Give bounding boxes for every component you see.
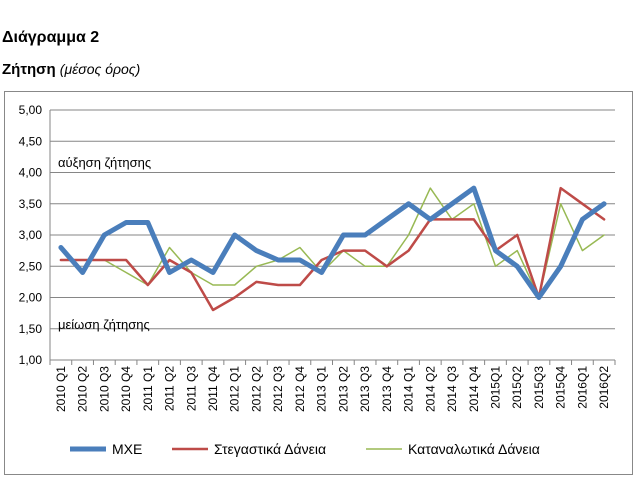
x-tick-label: 2011 Q2 (163, 366, 177, 411)
x-tick-label: 2014 Q1 (402, 366, 416, 412)
y-tick-label: 3,00 (19, 228, 43, 242)
y-tick-label: 1,50 (19, 322, 43, 336)
legend-label: ΜΧΕ (112, 441, 142, 457)
chart-heading: Διάγραμμα 2 (2, 29, 100, 46)
x-tick-label: 2012 Q3 (271, 366, 285, 412)
x-tick-label: 2013 Q1 (315, 366, 329, 412)
x-tick-label: 2011 Q4 (206, 366, 220, 411)
x-tick-label: 2012 Q4 (293, 366, 307, 412)
legend-label: Στεγαστικά Δάνεια (214, 441, 326, 457)
x-tick-label: 2013 Q4 (380, 366, 394, 412)
x-tick-label: 2015Q4 (554, 366, 568, 409)
x-tick-label: 2016Q2 (597, 366, 611, 409)
x-tick-label: 2011 Q3 (184, 366, 198, 411)
x-tick-label: 2010 Q4 (119, 366, 133, 412)
x-tick-label: 2015Q3 (532, 366, 546, 409)
legend-label: Καταναλωτικά Δάνεια (408, 441, 540, 457)
series-line (60, 187, 605, 299)
annotation-decrease: μείωση ζήτησης (58, 317, 150, 332)
y-tick-label: 2,00 (19, 291, 43, 305)
y-tick-label: 5,00 (19, 103, 43, 117)
chart-subheading: Ζήτηση (μέσος όρος) (2, 61, 140, 78)
y-tick-label: 2,50 (19, 259, 43, 273)
x-tick-label: 2011 Q1 (141, 366, 155, 411)
subtitle-main: Ζήτηση (2, 61, 56, 78)
x-tick-label: 2015Q2 (510, 366, 524, 409)
x-tick-label: 2014 Q3 (445, 366, 459, 412)
annotation-increase: αύξηση ζήτησης (58, 155, 151, 170)
x-tick-label: 2010 Q1 (54, 366, 68, 412)
x-tick-label: 2014 Q2 (423, 366, 437, 412)
y-tick-label: 4,00 (19, 166, 43, 180)
x-tick-label: 2015Q1 (488, 366, 502, 409)
x-tick-label: 2013 Q2 (336, 366, 350, 412)
x-tick-label: 2012 Q1 (228, 366, 242, 412)
series-line (58, 185, 607, 300)
x-tick-label: 2010 Q2 (76, 366, 90, 412)
x-tick-label: 2016Q1 (575, 366, 589, 409)
x-tick-label: 2014 Q4 (467, 366, 481, 412)
x-tick-label: 2012 Q2 (249, 366, 263, 412)
x-tick-label: 2010 Q3 (97, 366, 111, 412)
subtitle-note: (μέσος όρος) (59, 61, 141, 77)
y-tick-label: 4,50 (19, 134, 43, 148)
y-tick-label: 1,00 (19, 353, 43, 367)
x-tick-label: 2013 Q3 (358, 366, 372, 412)
y-tick-label: 3,50 (19, 197, 43, 211)
